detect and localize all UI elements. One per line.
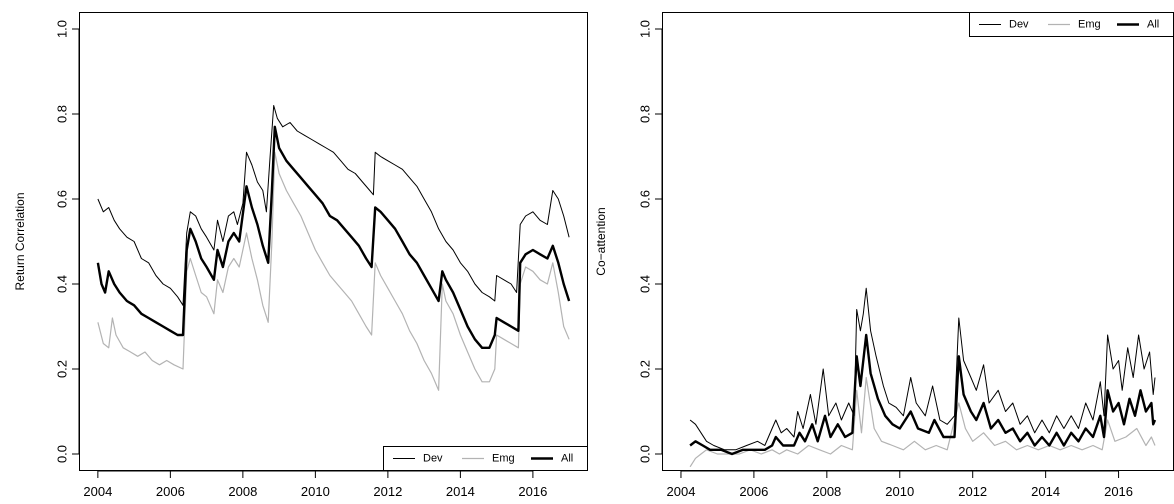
legend-label-emg: Emg	[492, 453, 515, 465]
y-tick-label: 0.2	[638, 360, 653, 378]
legend-label-dev: Dev	[423, 453, 443, 465]
x-tick-label: 2008	[228, 484, 257, 499]
x-tick-label: 2014	[446, 484, 475, 499]
legend-label-dev: Dev	[1009, 19, 1029, 31]
series-line-all	[689, 333, 1157, 456]
x-tick-label: 2006	[739, 484, 768, 499]
y-tick-label: 0.8	[638, 105, 653, 123]
series-line-all	[96, 125, 571, 349]
legend-box	[383, 446, 588, 471]
chart-panel-2: 0.0 0.2 0.4 0.6 0.8 1.0 2004 2006 2008 2010 2012 20…	[594, 12, 1174, 499]
series-line-dev	[97, 105, 570, 306]
y-tick-label: 1.0	[638, 20, 653, 38]
legend-label-all: All	[1147, 19, 1159, 31]
x-tick-label: 2010	[301, 484, 330, 499]
legend-label-emg: Emg	[1078, 19, 1101, 31]
y-axis-title: Return Correlation	[13, 192, 27, 290]
y-tick-label: 0.0	[638, 445, 653, 463]
series-lines	[689, 287, 1157, 468]
x-tick-label: 2012	[373, 484, 402, 499]
y-tick-label: 0.8	[55, 105, 70, 123]
y-tick-label: 0.0	[55, 445, 70, 463]
y-tick-label: 0.6	[638, 190, 653, 208]
y-tick-label: 0.4	[55, 275, 70, 293]
series-lines	[96, 105, 571, 391]
x-tick-label: 2004	[667, 484, 696, 499]
y-tick-label: 1.0	[55, 20, 70, 38]
legend-label-all: All	[561, 453, 573, 465]
y-axis-title: Co−attention	[594, 207, 608, 275]
chart-panel-1: 0.0 0.2 0.4 0.6 0.8 1.0 2004 2006 2008 2010 2012 20…	[13, 12, 588, 499]
x-tick-label: 2010	[885, 484, 914, 499]
series-line-emg	[97, 151, 570, 391]
series-line-emg	[689, 376, 1156, 468]
y-tick-label: 0.4	[638, 275, 653, 293]
x-tick-label: 2012	[958, 484, 987, 499]
x-tick-label: 2014	[1031, 484, 1060, 499]
legend-box	[969, 12, 1174, 37]
x-tick-label: 2004	[83, 484, 112, 499]
x-tick-label: 2016	[1104, 484, 1133, 499]
x-tick-label: 2016	[518, 484, 547, 499]
series-line-dev	[689, 287, 1156, 451]
y-tick-label: 0.6	[55, 190, 70, 208]
legend: Dev Emg All	[383, 446, 588, 471]
y-tick-label: 0.2	[55, 360, 70, 378]
x-tick-label: 2008	[812, 484, 841, 499]
x-tick-label: 2006	[156, 484, 185, 499]
legend: Dev Emg All	[969, 12, 1174, 37]
plot-frame	[79, 12, 588, 471]
